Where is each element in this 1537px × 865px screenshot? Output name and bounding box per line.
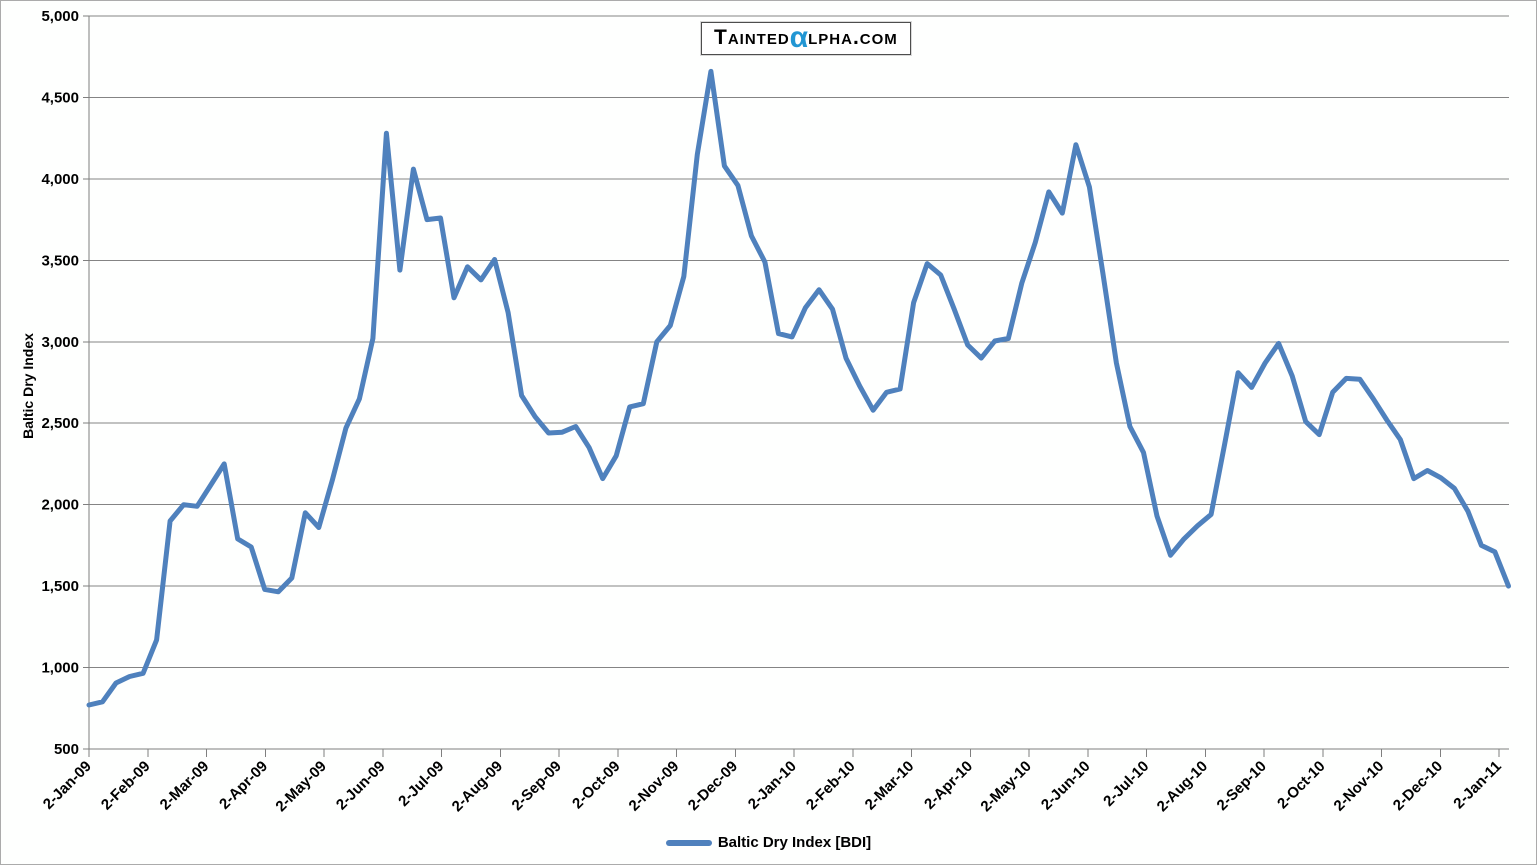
svg-text:2-Sep-09: 2-Sep-09 — [509, 758, 565, 814]
svg-text:2-Aug-10: 2-Aug-10 — [1154, 758, 1211, 815]
svg-text:2-Feb-10: 2-Feb-10 — [803, 758, 859, 814]
svg-text:2-Nov-09: 2-Nov-09 — [626, 758, 683, 815]
svg-text:2-Oct-09: 2-Oct-09 — [569, 758, 623, 812]
svg-text:3,500: 3,500 — [41, 252, 79, 269]
svg-text:2-Jan-11: 2-Jan-11 — [1450, 758, 1504, 812]
svg-text:2-May-10: 2-May-10 — [977, 758, 1034, 815]
svg-text:1,000: 1,000 — [41, 660, 79, 677]
svg-text:4,000: 4,000 — [41, 171, 79, 188]
logo-text-right: lpha.com — [808, 26, 898, 49]
svg-text:2,500: 2,500 — [41, 415, 79, 432]
svg-text:1,500: 1,500 — [41, 578, 79, 595]
legend-label: Baltic Dry Index [BDI] — [717, 834, 872, 851]
svg-text:2,000: 2,000 — [41, 497, 79, 514]
svg-text:2-Jun-09: 2-Jun-09 — [333, 758, 389, 814]
svg-text:2-Jan-10: 2-Jan-10 — [745, 758, 800, 813]
svg-text:2-Dec-10: 2-Dec-10 — [1390, 758, 1446, 814]
site-logo[interactable]: Taintedαlpha.com — [700, 21, 912, 56]
svg-text:2-May-09: 2-May-09 — [272, 758, 329, 815]
svg-text:2-Feb-09: 2-Feb-09 — [98, 758, 154, 814]
svg-text:2-Jan-09: 2-Jan-09 — [40, 758, 95, 813]
svg-text:2-Jun-10: 2-Jun-10 — [1038, 758, 1094, 814]
svg-text:2-Mar-10: 2-Mar-10 — [862, 758, 918, 814]
svg-text:2-Apr-10: 2-Apr-10 — [921, 758, 976, 813]
svg-text:5,000: 5,000 — [41, 8, 79, 25]
svg-text:4,500: 4,500 — [41, 89, 79, 106]
legend-line-swatch — [665, 839, 712, 846]
svg-text:2-Jul-09: 2-Jul-09 — [395, 758, 447, 810]
svg-text:2-Aug-09: 2-Aug-09 — [449, 758, 506, 815]
svg-text:2-Apr-09: 2-Apr-09 — [216, 758, 271, 813]
svg-text:2-Nov-10: 2-Nov-10 — [1331, 758, 1388, 815]
svg-text:2-Dec-09: 2-Dec-09 — [685, 758, 741, 814]
logo-text-left: Tainted — [714, 26, 790, 49]
y-axis-title: Baltic Dry Index — [20, 333, 36, 439]
svg-text:500: 500 — [54, 741, 79, 758]
legend: Baltic Dry Index [BDI] — [1, 834, 1536, 851]
logo-alpha-glyph: α — [789, 21, 809, 54]
svg-text:2-Sep-10: 2-Sep-10 — [1214, 758, 1270, 814]
svg-text:2-Oct-10: 2-Oct-10 — [1274, 758, 1328, 812]
svg-text:2-Jul-10: 2-Jul-10 — [1100, 758, 1152, 810]
svg-text:2-Mar-09: 2-Mar-09 — [157, 758, 213, 814]
svg-text:3,000: 3,000 — [41, 334, 79, 351]
